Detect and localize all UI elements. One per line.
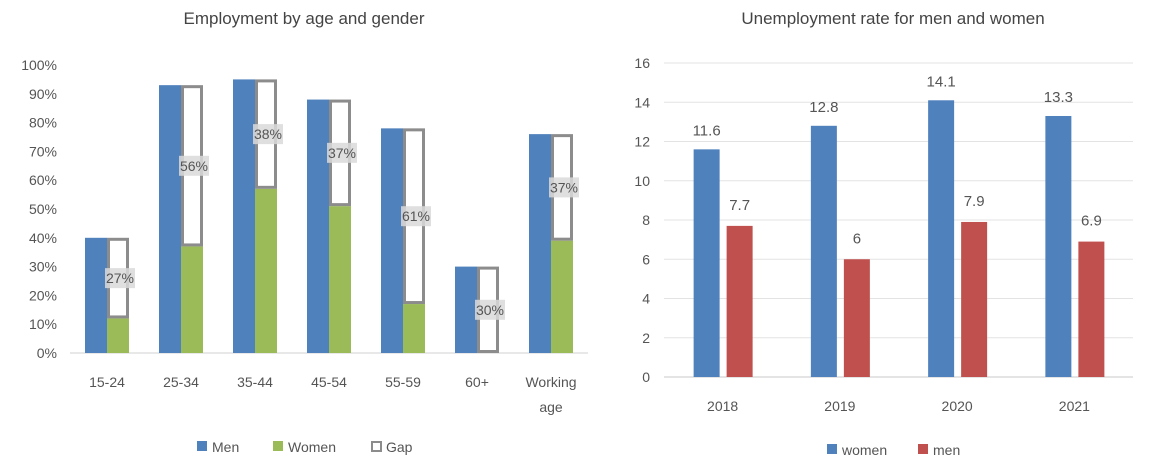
y-tick-label: 16	[634, 55, 650, 71]
legend-label: Women	[288, 439, 336, 455]
bar-men	[307, 99, 329, 353]
chart-title: Employment by age and gender	[184, 9, 425, 28]
bar-men	[159, 85, 181, 353]
bar-men	[529, 134, 551, 353]
gap-data-label: 61%	[402, 208, 430, 224]
y-tick-label: 6	[642, 251, 650, 267]
x-tick-label: 2018	[707, 398, 738, 414]
x-tick-label: 35-44	[237, 374, 273, 390]
data-label-men: 6.9	[1081, 213, 1102, 230]
y-tick-label: 0%	[37, 345, 57, 361]
gap-label-bg	[327, 142, 357, 163]
bar-men	[455, 266, 477, 353]
bar-women	[693, 149, 720, 377]
legend-swatch	[371, 441, 382, 452]
bar-men	[843, 259, 870, 377]
y-tick-label: 90%	[29, 86, 57, 102]
gap-data-label: 56%	[180, 158, 208, 174]
y-tick-label: 80%	[29, 115, 57, 131]
gap-data-label: 27%	[106, 270, 134, 286]
bar-women	[928, 100, 955, 377]
employment-chart: Employment by age and gender 0% 10% 20% 30%…	[21, 9, 588, 455]
x-tick-label: 60+	[465, 374, 489, 390]
gap-data-label: 38%	[254, 126, 282, 142]
y-tick-label: 70%	[29, 143, 57, 159]
bar-women	[329, 206, 351, 353]
data-label-men: 7.9	[964, 193, 985, 210]
legend-swatch	[197, 441, 207, 451]
bar-men	[233, 79, 255, 354]
legend-swatch	[273, 441, 283, 451]
gap-label-bg	[475, 299, 505, 320]
gap-label-bg	[549, 177, 579, 198]
gap-data-label: 37%	[328, 145, 356, 161]
gap-label-bg	[179, 155, 209, 176]
bar-men	[381, 128, 403, 353]
bar-women	[403, 304, 425, 353]
y-tick-label: 4	[642, 291, 650, 307]
data-label-men: 6	[853, 230, 861, 247]
y-tick-label: 12	[634, 134, 650, 150]
bar-women	[255, 188, 277, 353]
x-tick-label: 2021	[1059, 398, 1090, 414]
y-tick-label: 10%	[29, 316, 57, 332]
data-label-women: 12.8	[809, 99, 838, 116]
y-tick-label: 100%	[21, 57, 57, 73]
gap-label-bg	[253, 124, 283, 145]
gap-label-bg	[105, 268, 135, 289]
gap-data-label: 30%	[476, 302, 504, 318]
x-tick-label: 2020	[942, 398, 973, 414]
gap-data-label: 37%	[550, 179, 578, 195]
legend-label: Men	[212, 439, 239, 455]
y-tick-label: 40%	[29, 230, 57, 246]
x-tick-label: age	[539, 399, 563, 415]
x-tick-label: 15-24	[89, 374, 125, 390]
bar-men	[85, 237, 107, 353]
x-tick-label: 45-54	[311, 374, 347, 390]
legend-label: Gap	[386, 439, 413, 455]
y-tick-label: 14	[634, 94, 650, 110]
legend-swatch	[827, 444, 837, 454]
y-tick-label: 30%	[29, 259, 57, 275]
legend-label: women	[841, 442, 887, 458]
bar-men	[1078, 241, 1105, 377]
bar-women	[551, 240, 573, 353]
x-tick-label: 55-59	[385, 374, 421, 390]
bar-men	[961, 221, 988, 377]
bar-women	[1045, 115, 1072, 378]
bar-women	[810, 125, 837, 377]
y-tick-label: 0	[642, 369, 650, 385]
legend-swatch	[918, 444, 928, 454]
y-tick-label: 60%	[29, 172, 57, 188]
x-tick-label: Working	[525, 374, 576, 390]
bar-women	[107, 318, 129, 353]
bar-women	[181, 246, 203, 353]
bar-men	[726, 225, 753, 377]
gap-label-bg	[401, 206, 431, 227]
y-tick-label: 8	[642, 212, 650, 228]
data-label-women: 13.3	[1044, 89, 1073, 106]
data-label-women: 11.6	[693, 122, 721, 139]
y-tick-label: 50%	[29, 201, 57, 217]
y-tick-label: 10	[634, 173, 650, 189]
y-tick-label: 2	[642, 330, 650, 346]
legend-label: men	[933, 442, 960, 458]
x-tick-label: 2019	[824, 398, 855, 414]
data-label-men: 7.7	[729, 197, 750, 214]
chart-title: Unemployment rate for men and women	[741, 9, 1044, 28]
data-label-women: 14.1	[927, 73, 956, 90]
x-tick-label: 25-34	[163, 374, 199, 390]
y-tick-label: 20%	[29, 287, 57, 303]
